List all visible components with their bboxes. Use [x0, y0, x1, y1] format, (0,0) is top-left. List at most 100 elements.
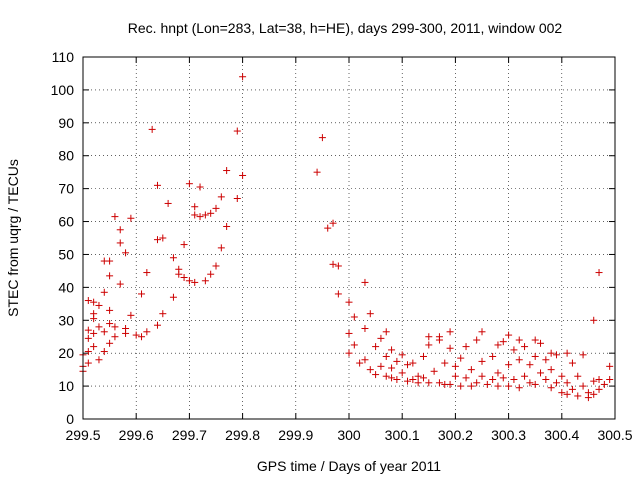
data-point — [419, 352, 427, 360]
data-point — [499, 338, 507, 346]
data-point — [334, 262, 342, 270]
data-point — [116, 226, 124, 234]
data-point — [388, 374, 396, 382]
data-point — [90, 310, 98, 318]
data-point — [441, 359, 449, 367]
data-point — [457, 382, 465, 390]
data-point — [510, 346, 518, 354]
data-point — [531, 380, 539, 388]
data-point — [574, 372, 582, 380]
data-point — [84, 297, 92, 305]
data-point — [606, 376, 614, 384]
data-point — [414, 379, 422, 387]
data-point — [143, 328, 151, 336]
x-tick-label: 299.6 — [119, 427, 154, 443]
data-point — [329, 260, 337, 268]
data-point — [95, 301, 103, 309]
data-point — [473, 379, 481, 387]
data-point — [132, 331, 140, 339]
data-point — [233, 195, 241, 203]
data-point — [164, 199, 172, 207]
data-point — [595, 269, 603, 277]
data-point — [185, 277, 193, 285]
chart-title: Rec. hnpt (Lon=283, Lat=38, h=HE), days … — [128, 20, 563, 36]
x-tick-label: 300.2 — [438, 427, 473, 443]
x-tick-label: 300.4 — [544, 427, 579, 443]
data-point — [361, 325, 369, 332]
y-tick-label: 70 — [58, 181, 74, 197]
data-point — [494, 341, 502, 349]
data-point — [425, 341, 433, 349]
data-point — [505, 331, 513, 339]
data-point — [116, 280, 124, 288]
data-point — [568, 385, 576, 393]
data-point — [393, 376, 401, 384]
data-point — [590, 377, 598, 385]
x-tick-label: 300 — [337, 427, 361, 443]
y-tick-label: 90 — [58, 115, 74, 131]
data-point — [138, 333, 146, 341]
data-point — [212, 204, 220, 212]
data-point — [111, 323, 119, 331]
data-point — [334, 290, 342, 298]
data-point — [106, 320, 114, 328]
data-point — [191, 203, 199, 211]
data-point — [153, 236, 161, 244]
data-point — [478, 372, 486, 380]
data-point — [435, 333, 443, 341]
data-point — [388, 364, 396, 372]
y-tick-label: 30 — [58, 312, 74, 328]
data-point — [579, 351, 587, 359]
point-layer — [79, 73, 614, 402]
data-point — [425, 379, 433, 387]
data-point — [207, 270, 215, 278]
data-point — [372, 371, 380, 379]
data-point — [478, 328, 486, 336]
data-point — [393, 357, 401, 365]
data-point — [106, 339, 114, 347]
data-point — [542, 356, 550, 364]
data-point — [574, 392, 582, 400]
data-point — [398, 369, 406, 377]
data-point — [419, 374, 427, 382]
data-point — [201, 277, 209, 285]
data-point — [84, 359, 92, 367]
data-point — [201, 211, 209, 219]
data-point — [180, 241, 188, 249]
data-point — [116, 239, 124, 247]
y-tick-label: 20 — [58, 345, 74, 361]
data-point — [531, 336, 539, 344]
x-tick-label: 300.3 — [491, 427, 526, 443]
data-point — [361, 278, 369, 286]
y-tick-label: 80 — [58, 148, 74, 164]
data-point — [558, 372, 566, 380]
x-tick-label: 300.5 — [597, 427, 632, 443]
data-point — [217, 244, 225, 252]
data-point — [100, 348, 108, 356]
data-point — [233, 127, 241, 135]
data-point — [537, 369, 545, 377]
data-point — [196, 183, 204, 191]
data-point — [185, 180, 193, 188]
data-point — [457, 354, 465, 362]
data-point — [313, 168, 321, 176]
data-point — [473, 336, 481, 344]
grid-layer — [83, 57, 615, 419]
data-point — [547, 366, 555, 374]
data-point — [382, 328, 390, 336]
data-point — [542, 376, 550, 384]
data-point — [239, 171, 247, 179]
data-point — [446, 344, 454, 352]
data-point — [467, 382, 475, 390]
data-point — [169, 293, 177, 301]
data-point — [547, 349, 555, 357]
data-point — [404, 377, 412, 385]
data-point — [169, 254, 177, 262]
data-point — [84, 348, 92, 356]
data-point — [223, 167, 231, 175]
data-point — [111, 213, 119, 221]
data-point — [350, 341, 358, 349]
data-point — [404, 361, 412, 369]
x-tick-label: 299.8 — [225, 427, 260, 443]
